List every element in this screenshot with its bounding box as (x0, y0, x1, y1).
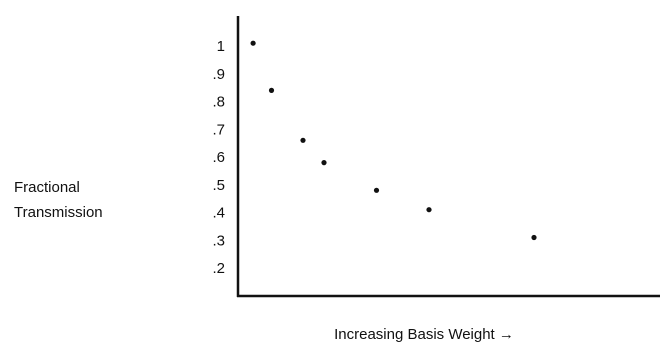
y-tick-label: 1 (217, 38, 225, 55)
data-point (426, 207, 432, 213)
y-tick-label: .6 (212, 149, 225, 166)
data-points (250, 40, 537, 241)
y-tick-label: .7 (212, 121, 225, 138)
y-tick-label: .4 (212, 205, 225, 222)
data-point (250, 40, 256, 46)
axes (236, 16, 660, 298)
y-axis-label-line-1: Fractional (14, 179, 80, 196)
y-axis-label: Fractional Transmission (14, 179, 103, 221)
y-axis-label-line-2: Transmission (14, 204, 103, 221)
y-tick-label: .9 (212, 66, 225, 83)
y-tick-labels: 1 .9 .8 .7 .6 .5 .4 .3 .2 (212, 38, 225, 277)
data-point (268, 87, 275, 93)
y-tick-label: .5 (212, 177, 225, 194)
y-tick-label: .2 (212, 260, 225, 277)
y-tick-label: .8 (212, 94, 225, 111)
y-tick-label: .3 (212, 232, 225, 249)
data-point (300, 137, 306, 143)
x-axis-label: Increasing Basis Weight → (334, 326, 514, 343)
data-point (373, 187, 380, 193)
data-point (531, 234, 537, 241)
data-point (321, 160, 327, 166)
